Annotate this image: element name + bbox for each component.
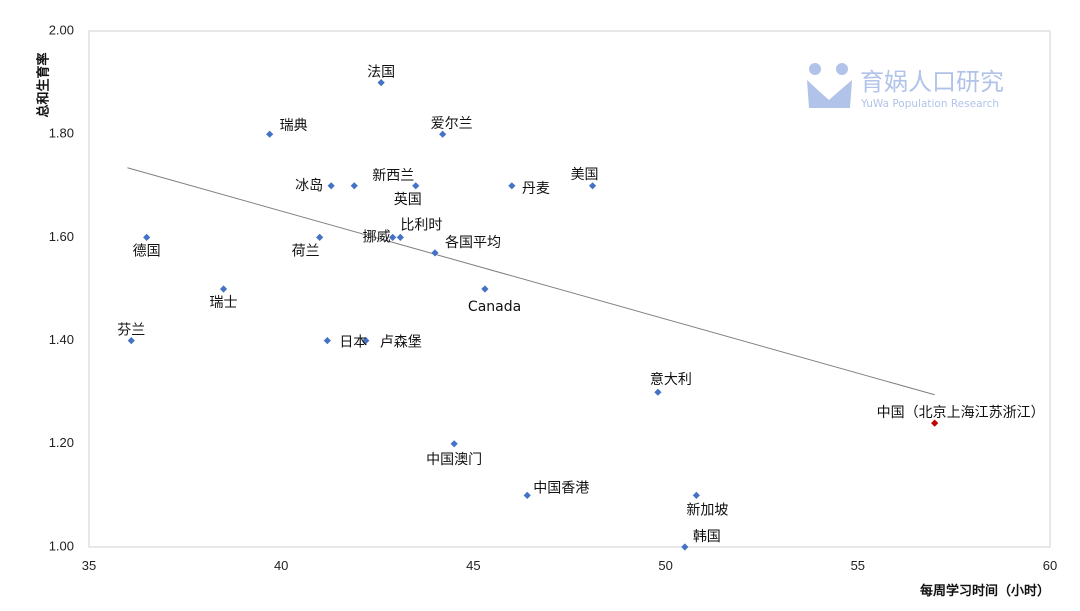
- data-label: 新加坡: [686, 502, 728, 518]
- data-point: [523, 491, 531, 499]
- data-label: 比利时: [400, 217, 442, 233]
- data-label: 意大利: [650, 371, 692, 388]
- data-label: 中国澳门: [426, 452, 482, 468]
- x-axis-title: 每周学习时间（小时）: [920, 583, 1050, 599]
- data-label: 冰岛: [295, 178, 323, 194]
- watermark-logo-icon: [807, 63, 852, 108]
- data-point: [143, 233, 151, 241]
- data-label: 爱尔兰: [431, 116, 473, 132]
- data-label: 美国: [571, 167, 599, 183]
- data-label: 韩国: [693, 529, 721, 545]
- data-point: [396, 233, 404, 241]
- data-points: [127, 79, 939, 551]
- watermark-name: 育娲人口研究: [860, 68, 1004, 96]
- data-label: 卢森堡: [380, 335, 422, 351]
- data-point: [588, 182, 597, 190]
- data-label: 英国: [394, 191, 422, 208]
- data-label: 挪威: [363, 229, 391, 245]
- data-point: [450, 440, 458, 448]
- data-label: 芬兰: [117, 323, 145, 339]
- data-label: 瑞士: [210, 295, 238, 311]
- data-point: [412, 182, 420, 190]
- y-tick-label: 1.60: [49, 229, 74, 244]
- x-tick-label: 55: [851, 558, 865, 573]
- data-point: [439, 130, 447, 138]
- y-tick-label: 1.00: [49, 538, 74, 553]
- data-label: 瑞典: [280, 118, 308, 134]
- data-point: [316, 233, 324, 241]
- data-point: [327, 182, 335, 190]
- x-tick-label: 50: [658, 558, 672, 573]
- y-tick-label: 1.20: [49, 435, 74, 450]
- data-point: [481, 285, 489, 293]
- data-point: [654, 388, 662, 396]
- trend-line: [127, 167, 935, 396]
- x-tick-label: 40: [274, 558, 288, 573]
- data-label: 中国香港: [533, 480, 589, 496]
- plot-frame: [88, 30, 1051, 548]
- data-point: [377, 79, 385, 87]
- data-label: 丹麦: [522, 181, 550, 197]
- x-tick-label: 45: [466, 558, 480, 573]
- x-tick-label: 35: [82, 558, 96, 573]
- data-label: 各国平均: [445, 235, 501, 251]
- data-label: 法国: [367, 65, 395, 81]
- data-point: [362, 337, 370, 345]
- data-point: [219, 285, 228, 293]
- x-tick-label: 60: [1043, 558, 1057, 573]
- y-tick-labels: 1.00 1.20 1.40 1.60 1.80 2.00: [49, 22, 74, 553]
- data-point: [431, 249, 439, 257]
- y-tick-label: 1.40: [49, 332, 74, 347]
- data-point: [681, 543, 689, 551]
- data-label: 新西兰: [372, 168, 414, 184]
- data-point: [508, 182, 516, 190]
- data-point: [127, 337, 135, 345]
- y-tick-label: 2.00: [49, 22, 74, 37]
- data-point: [389, 233, 397, 241]
- data-point: [931, 419, 939, 427]
- x-tick-labels: 35 40 45 50 55 60: [82, 558, 1057, 573]
- data-point: [323, 337, 331, 345]
- data-label: 德国: [133, 243, 161, 259]
- data-point: [350, 182, 358, 190]
- data-label: 荷兰: [292, 243, 320, 259]
- data-point: [692, 491, 700, 499]
- y-axis-title: 总和生育率: [36, 52, 52, 117]
- data-label: Canada: [468, 299, 521, 315]
- data-point: [266, 130, 274, 138]
- watermark: 育娲人口研究 YuWa Population Research: [807, 63, 1004, 110]
- data-label: 中国（北京上海江苏浙江）: [877, 405, 1045, 421]
- y-tick-label: 1.80: [49, 126, 74, 141]
- watermark-subtitle: YuWa Population Research: [860, 98, 999, 110]
- data-label: 日本: [339, 335, 367, 351]
